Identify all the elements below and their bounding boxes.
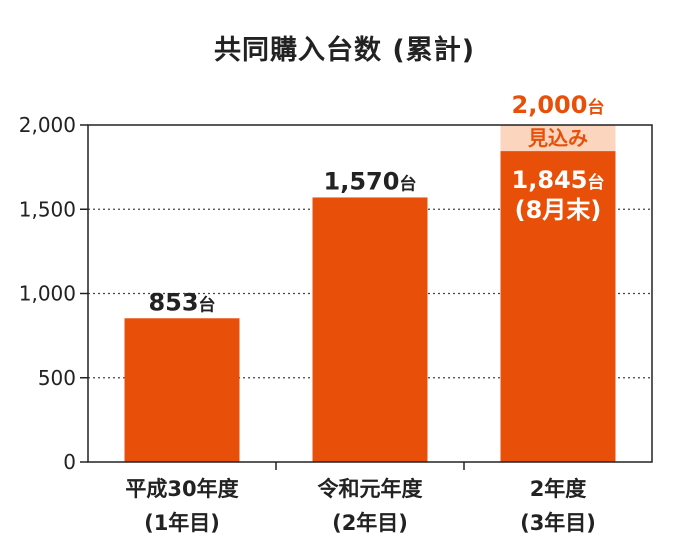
bar-2 (312, 197, 428, 462)
bar-2-value-label: 1,570台 (324, 167, 417, 195)
y-tick-label: 1,000 (19, 282, 76, 306)
y-tick-label: 1,500 (19, 197, 76, 221)
bar-3-note-label: (8月末) (515, 196, 602, 224)
estimate-value-label: 2,000台 (512, 91, 605, 119)
bar-1-value-label: 853台 (148, 288, 215, 316)
category-sublabel-3: (3年目) (520, 511, 596, 535)
bar-3 (500, 151, 616, 462)
data-labels: 853台 1,570台 1,845台(8月末) 見込み 2,000台 (148, 91, 604, 316)
category-label-3: 2年度 (530, 477, 587, 501)
category-sublabel-1: (1年目) (144, 511, 220, 535)
bars (124, 125, 616, 462)
y-tick-label: 0 (63, 450, 76, 474)
chart-title: 共同購入台数 (累計) (213, 35, 476, 66)
x-categories: 平成30年度 (1年目) 令和元年度 (2年目) 2年度 (3年目) (125, 477, 596, 535)
bar-1 (124, 318, 240, 462)
category-label-2: 令和元年度 (318, 477, 423, 501)
estimate-bar-segment (500, 125, 616, 152)
estimate-caption: 見込み (528, 126, 588, 150)
category-label-1: 平成30年度 (125, 477, 238, 501)
category-sublabel-2: (2年目) (332, 511, 408, 535)
y-tick-label: 2,000 (19, 113, 76, 137)
bar-3-value-label: 1,845台 (512, 166, 605, 194)
y-ticks: 0 500 1,000 1,500 2,000 (19, 113, 88, 474)
y-tick-label: 500 (38, 366, 76, 390)
